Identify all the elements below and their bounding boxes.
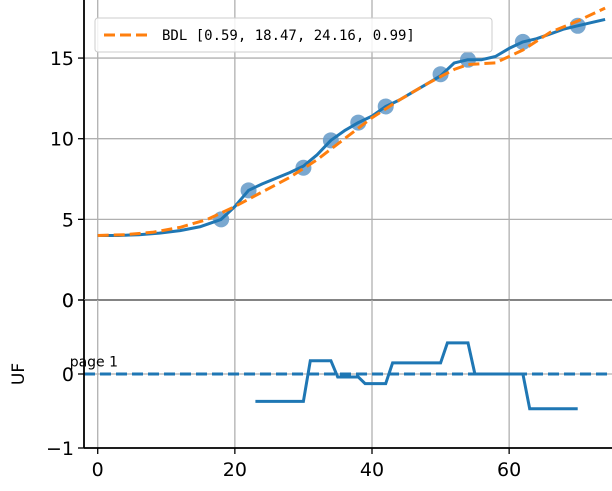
bottom-ytick-label-0: −1	[46, 438, 74, 460]
bdl-fit-line	[97, 6, 606, 237]
bottom-ytick-label-2: 0	[62, 290, 74, 312]
xtick-label-3: 60	[497, 459, 521, 481]
y-axis-title: UF	[9, 363, 29, 385]
legend: BDL [0.59, 18.47, 24.16, 0.99]	[94, 17, 493, 53]
top-ytick-label-2: 10	[50, 129, 74, 151]
xtick-label-2: 40	[360, 459, 384, 481]
top-ytick-label-3: 15	[50, 48, 74, 70]
bottom-panel: page 1 −1 0 0 0 20 40 60 UF	[9, 290, 612, 481]
top-ytick-label-1: 5	[62, 209, 74, 231]
xtick-label-0: 0	[92, 459, 104, 481]
xtick-label-1: 20	[223, 459, 247, 481]
top-ytick-label-0: 0	[62, 290, 74, 312]
uf-step-line	[255, 341, 578, 411]
bottom-ytick-label-1: 0	[62, 364, 74, 386]
page-annotation: page 1	[70, 354, 118, 370]
legend-box	[94, 17, 493, 53]
legend-label: BDL [0.59, 18.47, 24.16, 0.99]	[162, 28, 415, 44]
